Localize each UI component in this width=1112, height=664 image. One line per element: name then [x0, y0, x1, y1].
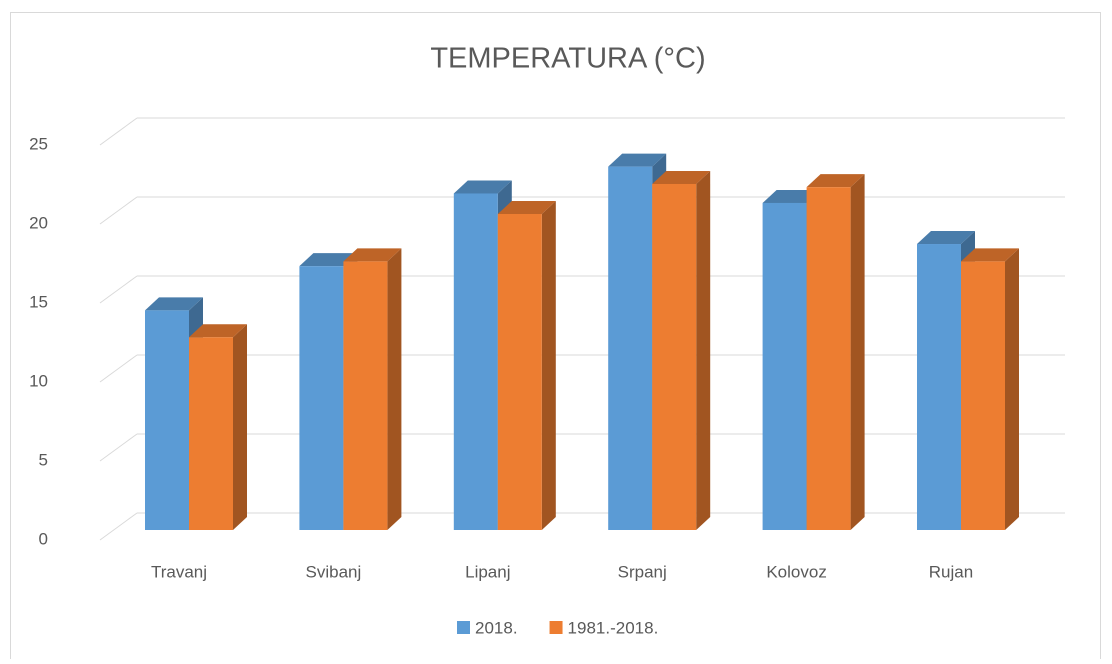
bar	[453, 193, 498, 530]
grid-line	[99, 354, 138, 383]
bar-top	[497, 201, 556, 214]
bar	[189, 337, 233, 530]
x-tick-label: Travanj	[151, 562, 207, 581]
y-tick-label: 10	[29, 371, 48, 390]
bar-top	[299, 253, 358, 267]
x-tick-label: Svibanj	[306, 562, 362, 581]
bar-side	[1005, 248, 1019, 530]
bar-side	[541, 201, 556, 530]
bar-top	[189, 324, 247, 338]
y-tick-label: 20	[29, 213, 48, 232]
bar	[343, 261, 388, 530]
bar-top	[762, 189, 821, 203]
chart-title: TEMPERATURA (°C)	[430, 43, 705, 75]
bar-top	[917, 231, 975, 245]
bar	[497, 214, 542, 530]
grid-line	[99, 196, 138, 225]
bar	[961, 261, 1005, 530]
y-tick-label: 5	[39, 450, 48, 469]
bar-top	[608, 153, 667, 167]
x-tick-label: Lipanj	[465, 562, 510, 581]
bar	[917, 244, 961, 530]
legend-label: 2018.	[475, 618, 518, 637]
bar-side	[696, 170, 711, 531]
legend-swatch	[549, 621, 563, 634]
bar-side	[387, 248, 402, 530]
grid-line	[99, 117, 138, 146]
grid-line	[99, 275, 138, 304]
bar	[299, 266, 344, 530]
x-tick-label: Srpanj	[618, 562, 667, 581]
bar	[145, 310, 189, 530]
bar-top	[806, 174, 865, 188]
legend-label: 1981.-2018.	[568, 618, 659, 637]
legend-swatch	[457, 621, 470, 634]
bar	[652, 183, 697, 531]
bar-top	[453, 180, 512, 194]
bar	[806, 187, 851, 530]
bar-top	[961, 248, 1019, 262]
bar-top	[343, 248, 402, 262]
bar-side	[850, 174, 865, 530]
bar	[762, 202, 807, 530]
y-tick-label: 25	[29, 134, 48, 153]
y-tick-label: 15	[29, 292, 48, 311]
x-tick-label: Kolovoz	[766, 562, 826, 581]
bar	[608, 166, 653, 530]
grid-line	[99, 433, 138, 462]
y-tick-label: 0	[39, 529, 48, 548]
bar-side	[233, 324, 247, 530]
bar-top	[652, 170, 711, 184]
grid-line	[99, 512, 138, 541]
bar-top	[145, 297, 203, 311]
x-tick-label: Rujan	[929, 562, 973, 581]
